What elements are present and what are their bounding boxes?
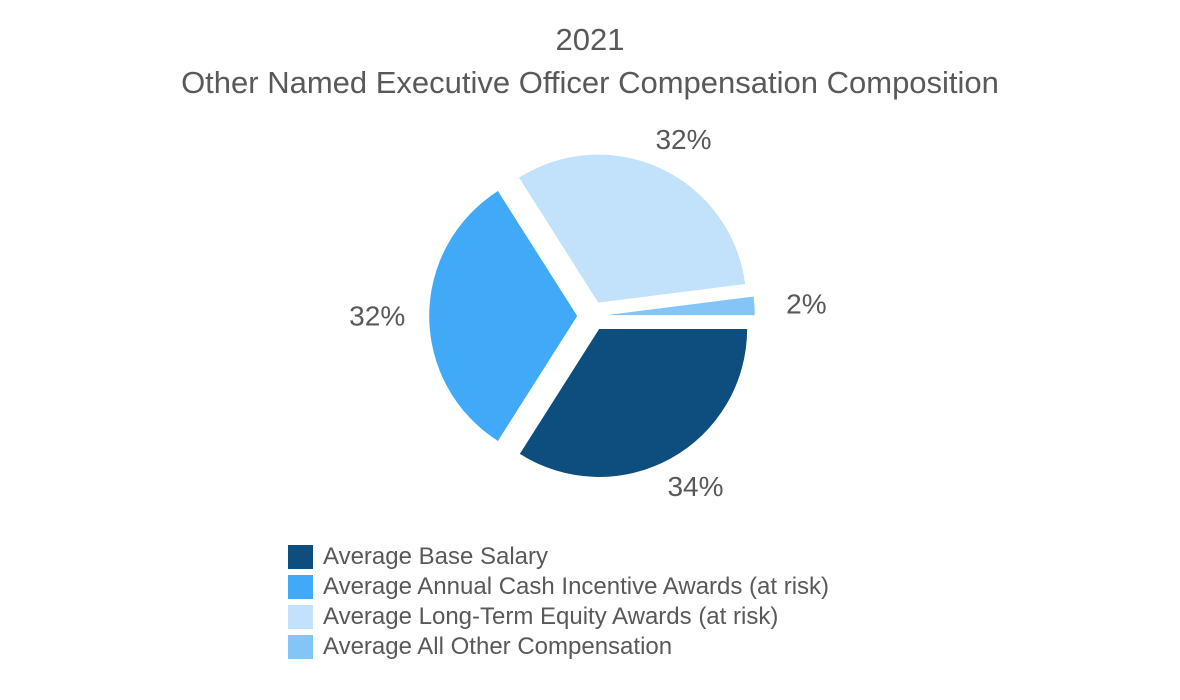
pie-slice-average-all-other-compensation bbox=[606, 296, 755, 316]
chart-title-subtitle: Other Named Executive Officer Compensati… bbox=[181, 65, 999, 100]
legend-swatch-icon bbox=[288, 605, 313, 629]
legend-label: Average Long-Term Equity Awards (at risk… bbox=[323, 603, 779, 630]
slice-value-label-average-base-salary: 34% bbox=[667, 471, 723, 502]
pie-slice-average-base-salary bbox=[519, 328, 748, 477]
legend-swatch-icon bbox=[288, 545, 313, 569]
legend-swatch-icon bbox=[288, 635, 313, 659]
legend-swatch-icon bbox=[288, 575, 313, 599]
chart-title-year: 2021 bbox=[555, 22, 625, 57]
legend-item-average-all-other-compensation: Average All Other Compensation bbox=[288, 632, 829, 662]
legend-label: Average All Other Compensation bbox=[323, 633, 673, 660]
chart-title: 2021 Other Named Executive Officer Compe… bbox=[0, 18, 1180, 104]
pie-slice-average-annual-cash-incentive-awards-at-risk bbox=[429, 191, 578, 441]
legend-item-average-long-term-equity-awards-at-risk: Average Long-Term Equity Awards (at risk… bbox=[288, 602, 829, 632]
pie-slice-average-long-term-equity-awards-at-risk bbox=[519, 154, 746, 303]
slice-value-label-average-long-term-equity-awards-at-risk: 32% bbox=[655, 124, 711, 155]
legend-item-average-base-salary: Average Base Salary bbox=[288, 542, 829, 572]
legend-item-average-annual-cash-incentive-awards-at-risk: Average Annual Cash Incentive Awards (at… bbox=[288, 572, 829, 602]
legend-label: Average Base Salary bbox=[323, 543, 549, 570]
slice-value-label-average-annual-cash-incentive-awards-at-risk: 32% bbox=[349, 301, 405, 332]
legend-label: Average Annual Cash Incentive Awards (at… bbox=[323, 573, 830, 600]
slice-value-label-average-all-other-compensation: 2% bbox=[786, 288, 826, 319]
legend: Average Base Salary Average Annual Cash I… bbox=[288, 542, 829, 662]
